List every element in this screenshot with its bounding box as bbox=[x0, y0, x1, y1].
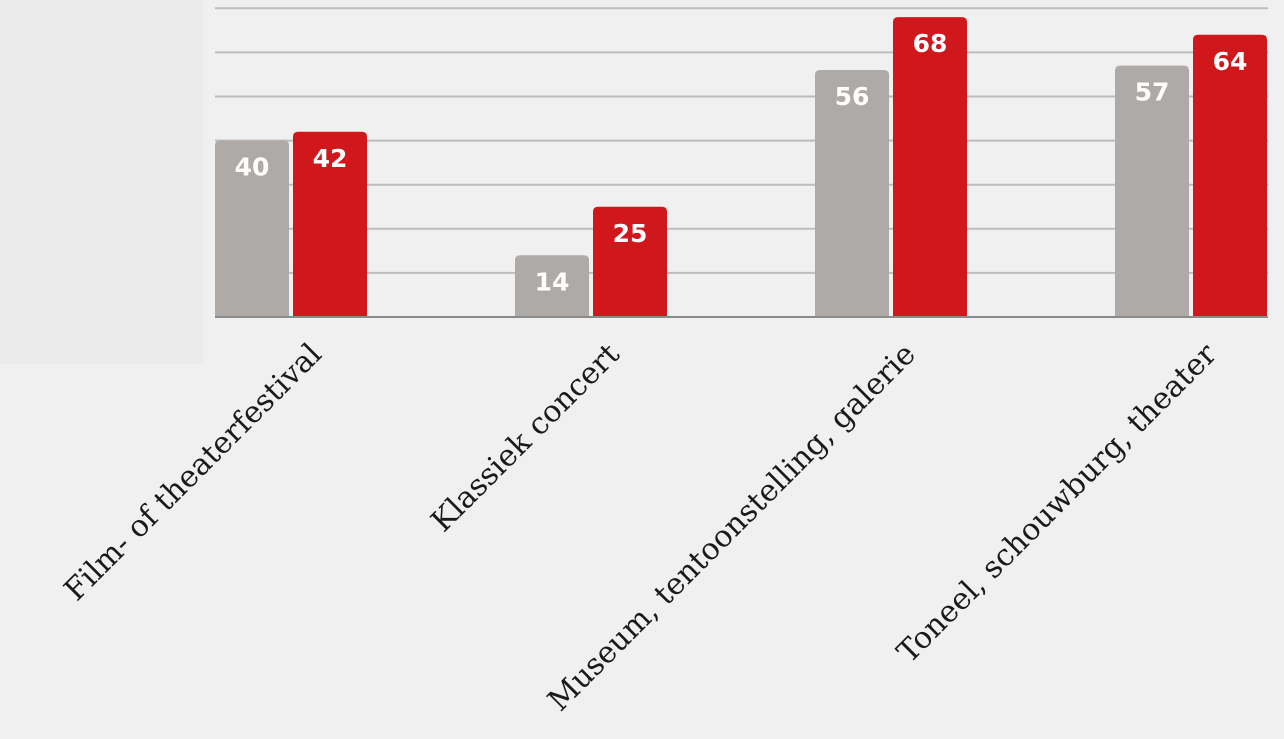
bar bbox=[215, 140, 289, 317]
bar bbox=[515, 255, 589, 317]
data-label: 64 bbox=[1213, 47, 1248, 76]
bar bbox=[293, 131, 367, 317]
data-label: 56 bbox=[835, 82, 870, 111]
x-tick-label: Museum, tentoonstelling, galerie bbox=[541, 337, 922, 718]
x-tick-label: Klassiek concert bbox=[425, 337, 627, 539]
bar bbox=[1115, 65, 1189, 317]
data-label: 57 bbox=[1135, 78, 1170, 107]
x-tick-label: Film- of theaterfestival bbox=[58, 337, 329, 608]
bar bbox=[1193, 34, 1267, 317]
bar bbox=[593, 206, 667, 317]
data-label: 14 bbox=[535, 267, 570, 296]
data-label: 42 bbox=[313, 144, 348, 173]
left-panel bbox=[0, 0, 203, 364]
data-label: 68 bbox=[913, 29, 948, 58]
bar bbox=[893, 17, 967, 318]
data-label: 25 bbox=[613, 219, 648, 248]
x-tick-label: Toneel, schouwburg, theater bbox=[891, 336, 1225, 670]
bar bbox=[815, 70, 889, 317]
data-label: 40 bbox=[235, 153, 270, 182]
